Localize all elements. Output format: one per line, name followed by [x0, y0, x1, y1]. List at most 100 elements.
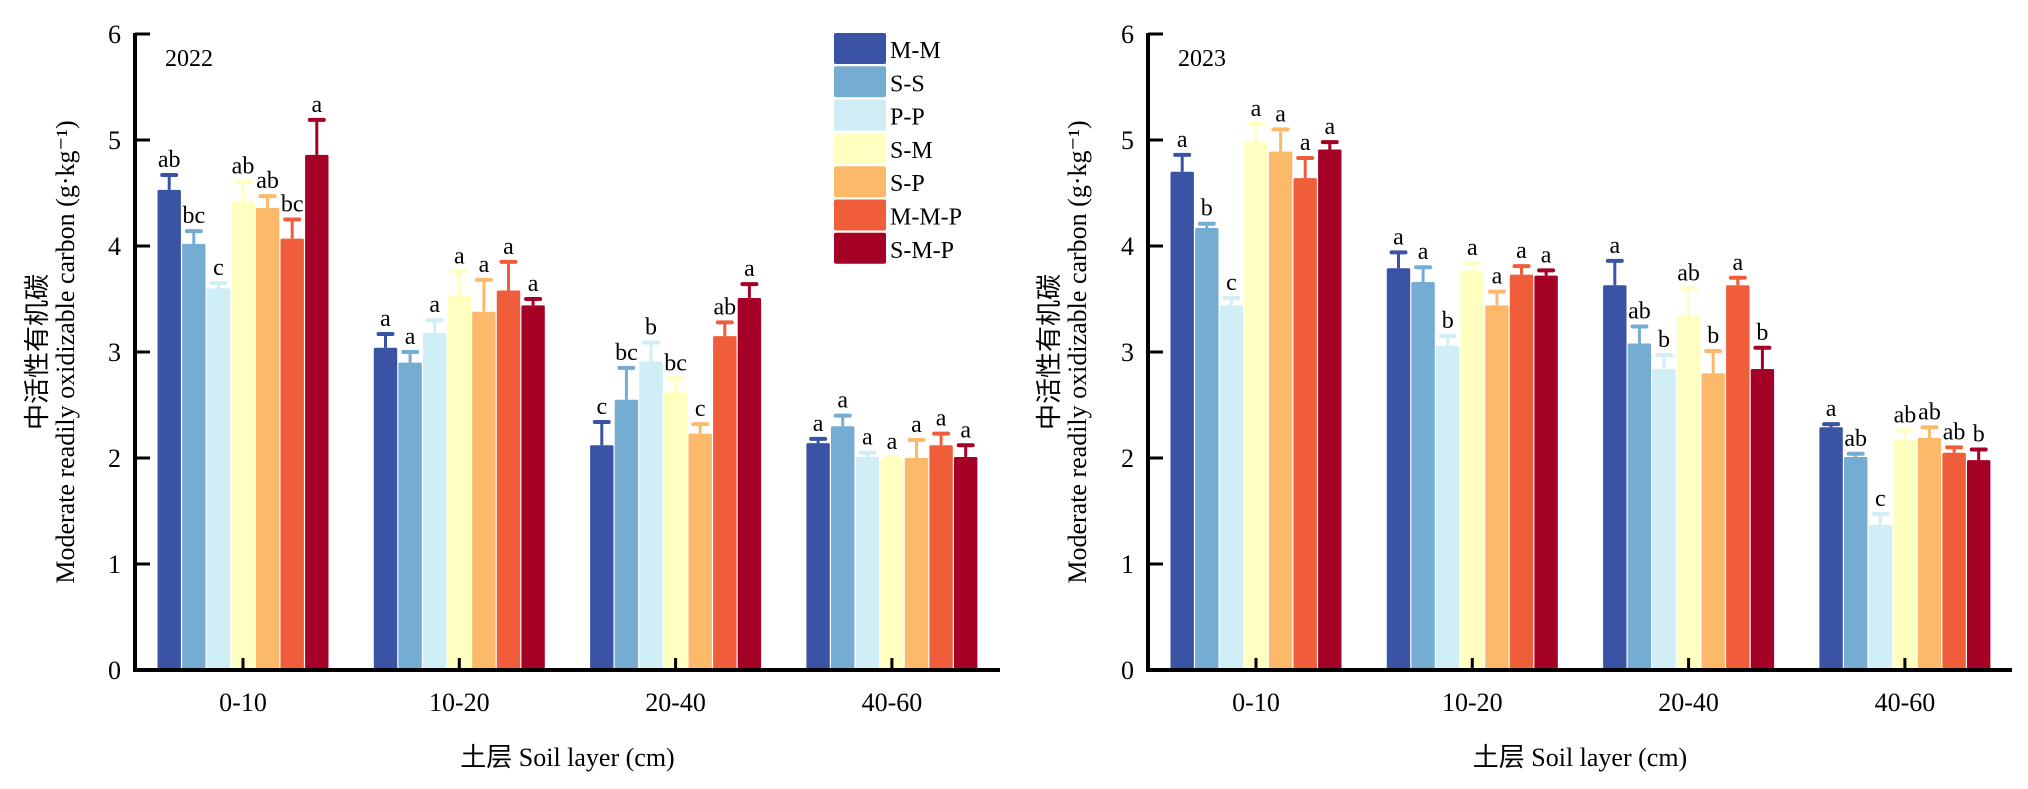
- bar-s-m-0-10: [1244, 142, 1268, 670]
- significance-letter: b: [1973, 422, 1985, 448]
- bar-m-m-p-40-60: [929, 445, 953, 670]
- significance-letter: a: [1609, 233, 1620, 259]
- significance-letter: a: [429, 292, 440, 318]
- bar-s-m-p-20-40: [737, 297, 762, 670]
- significance-letter: ab: [713, 294, 736, 320]
- bar-p-p-10-20: [1436, 345, 1460, 670]
- x-tick-label: 20-40: [645, 688, 706, 717]
- bar-m-m-20-40: [590, 445, 614, 670]
- significance-letter: b: [1658, 327, 1670, 353]
- bar-p-p-40-60: [855, 456, 879, 670]
- panel-year-label: 2022: [165, 46, 213, 72]
- bar-s-m-p-20-40: [1750, 368, 1775, 670]
- legend-label: S-P: [890, 171, 925, 197]
- bar-s-p-40-60: [1917, 437, 1942, 670]
- legend-label: S-S: [890, 71, 925, 97]
- bar-m-m-0-10: [157, 189, 181, 670]
- bar-s-p-10-20: [472, 311, 496, 670]
- bar-s-s-40-60: [1844, 456, 1868, 670]
- bar-m-m-p-20-40: [1726, 285, 1750, 670]
- significance-letter: b: [645, 314, 657, 340]
- legend-swatch-m-m-p: [834, 199, 886, 231]
- significance-letter: a: [887, 429, 898, 455]
- bar-s-p-0-10: [1268, 151, 1293, 670]
- bar-m-m-40-60: [1819, 427, 1843, 670]
- y-tick-label: 5: [1121, 126, 1134, 155]
- legend-swatch-s-p: [834, 166, 886, 198]
- significance-letter: a: [380, 306, 391, 332]
- significance-letter: bc: [615, 340, 638, 366]
- legend-label: M-M: [890, 38, 941, 64]
- significance-letter: a: [936, 406, 947, 432]
- significance-letter: a: [1516, 238, 1527, 264]
- legend-swatch-s-m-p: [834, 232, 886, 264]
- significance-letter: ab: [1677, 260, 1700, 286]
- significance-letter: b: [1442, 308, 1454, 334]
- significance-letter: a: [1732, 250, 1743, 276]
- x-axis-title: 土层 Soil layer (cm): [460, 743, 674, 772]
- significance-letter: ab: [232, 153, 255, 179]
- significance-letter: a: [1251, 96, 1262, 122]
- bar-s-p-0-10: [255, 207, 280, 670]
- y-tick-label: 6: [108, 20, 121, 49]
- bar-s-s-0-10: [182, 243, 206, 670]
- y-tick-label: 5: [108, 126, 121, 155]
- significance-letter: a: [454, 243, 465, 269]
- significance-letter: bc: [182, 203, 205, 229]
- bar-s-s-10-20: [1411, 282, 1435, 670]
- legend-swatch-p-p: [834, 99, 886, 131]
- bar-m-m-10-20: [373, 347, 398, 670]
- y-tick-label: 2: [1121, 444, 1134, 473]
- significance-letter: b: [1707, 323, 1719, 349]
- significance-letter: ab: [1894, 402, 1917, 428]
- bar-s-m-10-20: [1460, 270, 1484, 670]
- significance-letter: a: [1826, 396, 1837, 422]
- significance-letter: b: [1201, 196, 1213, 222]
- bar-m-m-p-40-60: [1942, 452, 1966, 670]
- significance-letter: a: [1324, 114, 1335, 140]
- bar-p-p-0-10: [206, 288, 231, 670]
- y-tick-label: 1: [108, 550, 121, 579]
- bar-s-s-20-40: [614, 399, 639, 670]
- bar-s-p-10-20: [1485, 305, 1509, 670]
- significance-letter: c: [1875, 486, 1886, 512]
- significance-letter: a: [960, 417, 971, 443]
- y-axis-title-cn: 中活性有机碳: [1035, 274, 1064, 430]
- bar-m-m-0-10: [1170, 171, 1194, 671]
- bar-s-m-0-10: [231, 201, 255, 671]
- significance-letter: a: [479, 252, 490, 278]
- bar-m-m-p-0-10: [1293, 178, 1317, 670]
- bar-m-m-40-60: [806, 443, 830, 670]
- bar-s-m-10-20: [447, 295, 471, 670]
- y-axis-title-en: Moderate readily oxidizable carbon (g·kg…: [1063, 120, 1092, 583]
- bar-m-m-p-10-20: [1509, 274, 1534, 670]
- significance-letter: bc: [281, 192, 304, 218]
- significance-letter: a: [911, 412, 922, 438]
- y-tick-label: 4: [1121, 232, 1134, 261]
- significance-letter: ab: [256, 168, 279, 194]
- significance-letter: b: [1756, 320, 1768, 346]
- significance-letter: a: [1177, 127, 1188, 153]
- significance-letter: a: [744, 256, 755, 282]
- bar-m-m-p-20-40: [713, 336, 737, 670]
- significance-letter: a: [405, 324, 416, 350]
- significance-letter: ab: [1918, 399, 1941, 425]
- significance-letter: a: [813, 411, 824, 437]
- significance-letter: a: [528, 271, 539, 297]
- significance-letter: a: [1467, 235, 1478, 261]
- x-tick-label: 0-10: [219, 688, 267, 717]
- x-tick-label: 20-40: [1658, 688, 1719, 717]
- legend-label: S-M: [890, 138, 933, 164]
- bar-p-p-10-20: [423, 332, 447, 670]
- y-tick-label: 6: [1121, 20, 1134, 49]
- significance-letter: a: [1393, 224, 1404, 250]
- bar-s-m-20-40: [663, 392, 688, 670]
- significance-letter: c: [695, 396, 706, 422]
- legend-label: M-M-P: [890, 205, 962, 231]
- x-tick-label: 40-60: [1875, 688, 1936, 717]
- significance-letter: a: [311, 92, 322, 118]
- bar-s-m-p-40-60: [1967, 460, 1991, 670]
- bar-p-p-20-40: [1652, 368, 1676, 670]
- significance-letter: c: [213, 255, 224, 281]
- y-tick-label: 0: [108, 656, 121, 685]
